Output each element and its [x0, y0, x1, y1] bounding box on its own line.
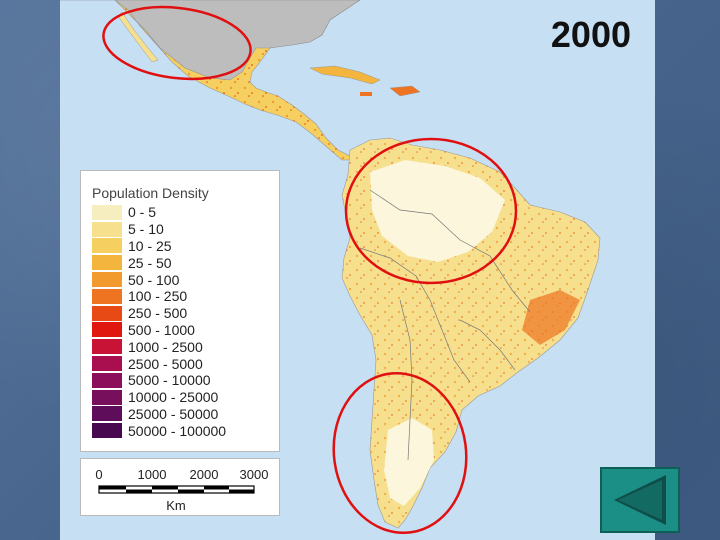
legend-label: 25 - 50 [128, 254, 172, 271]
annotation-circle-patagonia [332, 371, 468, 535]
country-borders [359, 189, 531, 461]
scale-tick-label: 2000 [190, 467, 219, 482]
hispaniola [389, 85, 421, 97]
legend-swatch [92, 221, 122, 237]
legend-item: 5 - 10 [92, 221, 279, 238]
scale-unit-label: Km [166, 498, 186, 513]
legend-item: 10 - 25 [92, 238, 279, 255]
legend-swatch [92, 356, 122, 372]
legend-label: 5000 - 10000 [128, 372, 211, 389]
jamaica [360, 92, 372, 96]
legend-swatch [92, 288, 122, 304]
annotation-circle-amazon [344, 137, 518, 285]
legend-item: 25000 - 50000 [92, 406, 279, 423]
legend-swatch [92, 406, 122, 422]
legend-swatch [92, 204, 122, 220]
legend-swatch [92, 255, 122, 271]
legend-label: 10000 - 25000 [128, 389, 219, 406]
legend-swatch [92, 322, 122, 338]
map-canvas [60, 0, 601, 535]
legend-label: 500 - 1000 [128, 321, 195, 338]
legend-item: 100 - 250 [92, 288, 279, 305]
back-button[interactable] [600, 467, 680, 533]
legend-label: 10 - 25 [128, 237, 172, 254]
scale-tick-label: 3000 [240, 467, 269, 482]
legend-swatch [92, 238, 122, 254]
legend-swatch [92, 305, 122, 321]
scale-bar-graphic: 0 1000 2000 3000 Km [95, 467, 269, 513]
legend-swatch [92, 339, 122, 355]
year-label: 2000 [550, 14, 631, 55]
scale-tick-label: 0 [95, 467, 102, 482]
legend-label: 50000 - 100000 [128, 422, 227, 439]
annotation-circle-mexico [102, 5, 252, 81]
scale-bar: 0 1000 2000 3000 Km [80, 458, 280, 516]
legend-label: 25000 - 50000 [128, 405, 219, 422]
legend-label: 2500 - 5000 [128, 355, 203, 372]
legend-title: Population Density [92, 185, 209, 201]
legend-label: 0 - 5 [128, 204, 157, 221]
legend-label: 5 - 10 [128, 221, 164, 238]
legend-label: 1000 - 2500 [128, 338, 203, 355]
legend-label: 100 - 250 [128, 288, 188, 305]
legend-item: 1000 - 2500 [92, 338, 279, 355]
legend-swatch [92, 372, 122, 388]
se-brazil-coast-density [522, 290, 580, 345]
legend-item: 10000 - 25000 [92, 389, 279, 406]
amazon-low-density [370, 160, 505, 262]
cuba [309, 65, 381, 85]
legend-item: 5000 - 10000 [92, 372, 279, 389]
legend-item: 0 - 5 [92, 204, 279, 221]
back-arrow-icon [614, 475, 666, 525]
legend-item: 50000 - 100000 [92, 422, 279, 439]
legend-item: 250 - 500 [92, 305, 279, 322]
legend-swatch [92, 272, 122, 288]
baja-california [117, 11, 159, 63]
legend-item: 500 - 1000 [92, 322, 279, 339]
legend-item: 25 - 50 [92, 254, 279, 271]
patagonia-low-density [384, 418, 434, 506]
legend-swatch [92, 389, 122, 405]
legend-item: 50 - 100 [92, 271, 279, 288]
scale-tick-label: 1000 [138, 467, 167, 482]
legend-label: 250 - 500 [128, 305, 188, 322]
legend-swatch [92, 423, 122, 439]
legend-item: 2500 - 5000 [92, 355, 279, 372]
legend-label: 50 - 100 [128, 271, 180, 288]
